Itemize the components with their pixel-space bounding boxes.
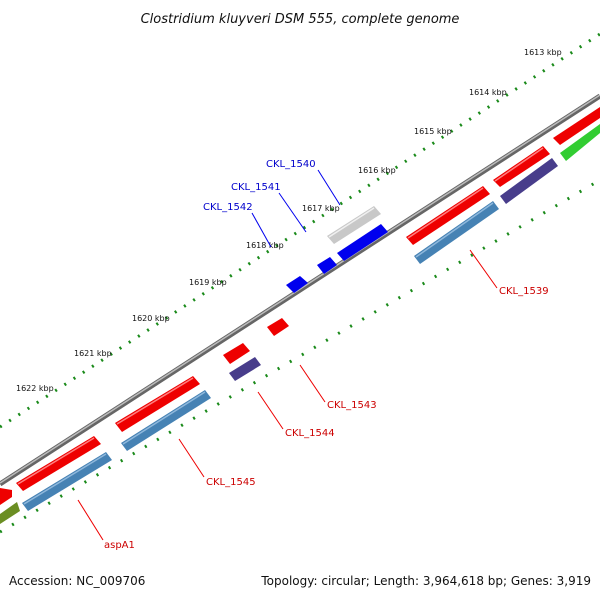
- scale-tick-label: 1619 kbp: [189, 278, 227, 287]
- feature-bar: [560, 124, 600, 161]
- gene-arrow: [0, 488, 12, 505]
- feature-bar: [500, 158, 558, 204]
- gene-arrow: [223, 343, 250, 364]
- scale-tick-label: 1617 kbp: [302, 204, 340, 213]
- gene-label[interactable]: CKL_1543: [327, 400, 377, 411]
- gene-arrow: [317, 257, 337, 274]
- feature-bar: [121, 390, 211, 451]
- reverse-strand-features: [286, 206, 388, 293]
- gene-arrow: [286, 276, 308, 293]
- gene-label[interactable]: aspA1: [104, 540, 135, 551]
- gene-label[interactable]: CKL_1541: [231, 182, 281, 193]
- rna-features: [0, 124, 600, 524]
- scale-tick-label: 1618 kbp: [246, 241, 284, 250]
- gene-labels: CKL_1540 CKL_1541 CKL_1542 CKL_1539 CKL_…: [104, 159, 549, 551]
- scale-tick-label: 1622 kbp: [16, 384, 54, 393]
- gene-arrow: [327, 206, 381, 244]
- forward-strand-features: [0, 107, 600, 505]
- gene-label[interactable]: CKL_1544: [285, 428, 335, 439]
- scale-tick-label: 1615 kbp: [414, 127, 452, 136]
- gene-label[interactable]: CKL_1539: [499, 286, 549, 297]
- map-title: Clostridium kluyveri DSM 555, complete g…: [141, 12, 460, 27]
- gene-label[interactable]: CKL_1545: [206, 477, 256, 488]
- genome-summary-text: Topology: circular; Length: 3,964,618 bp…: [261, 574, 591, 588]
- gene-arrow: [16, 436, 101, 491]
- gene-arrow: [337, 224, 388, 261]
- scale-tick-label: 1614 kbp: [469, 88, 507, 97]
- genome-backbone: [0, 93, 600, 487]
- gene-arrow: [267, 318, 289, 336]
- gene-label[interactable]: CKL_1542: [203, 202, 253, 213]
- scale-tick-label: 1613 kbp: [524, 48, 562, 57]
- scale-tick-label: 1621 kbp: [74, 349, 112, 358]
- gene-arrow: [406, 186, 490, 245]
- scale-tick-label: 1620 kbp: [132, 314, 170, 323]
- scale-tick-labels: 1613 kbp 1614 kbp 1615 kbp 1616 kbp 1617…: [16, 48, 562, 393]
- feature-bar: [229, 357, 261, 381]
- feature-bar: [22, 452, 112, 511]
- scale-tick-label: 1616 kbp: [358, 166, 396, 175]
- accession-text: Accession: NC_009706: [9, 574, 146, 588]
- feature-bar: [414, 201, 499, 264]
- gene-arrow: [115, 376, 200, 432]
- gene-arrow: [493, 146, 550, 187]
- gene-arrow: [553, 107, 600, 145]
- label-leader-lines: [77, 169, 498, 541]
- feature-bar: [0, 502, 20, 524]
- gene-label[interactable]: CKL_1540: [266, 159, 316, 170]
- scale-ring: [0, 32, 600, 429]
